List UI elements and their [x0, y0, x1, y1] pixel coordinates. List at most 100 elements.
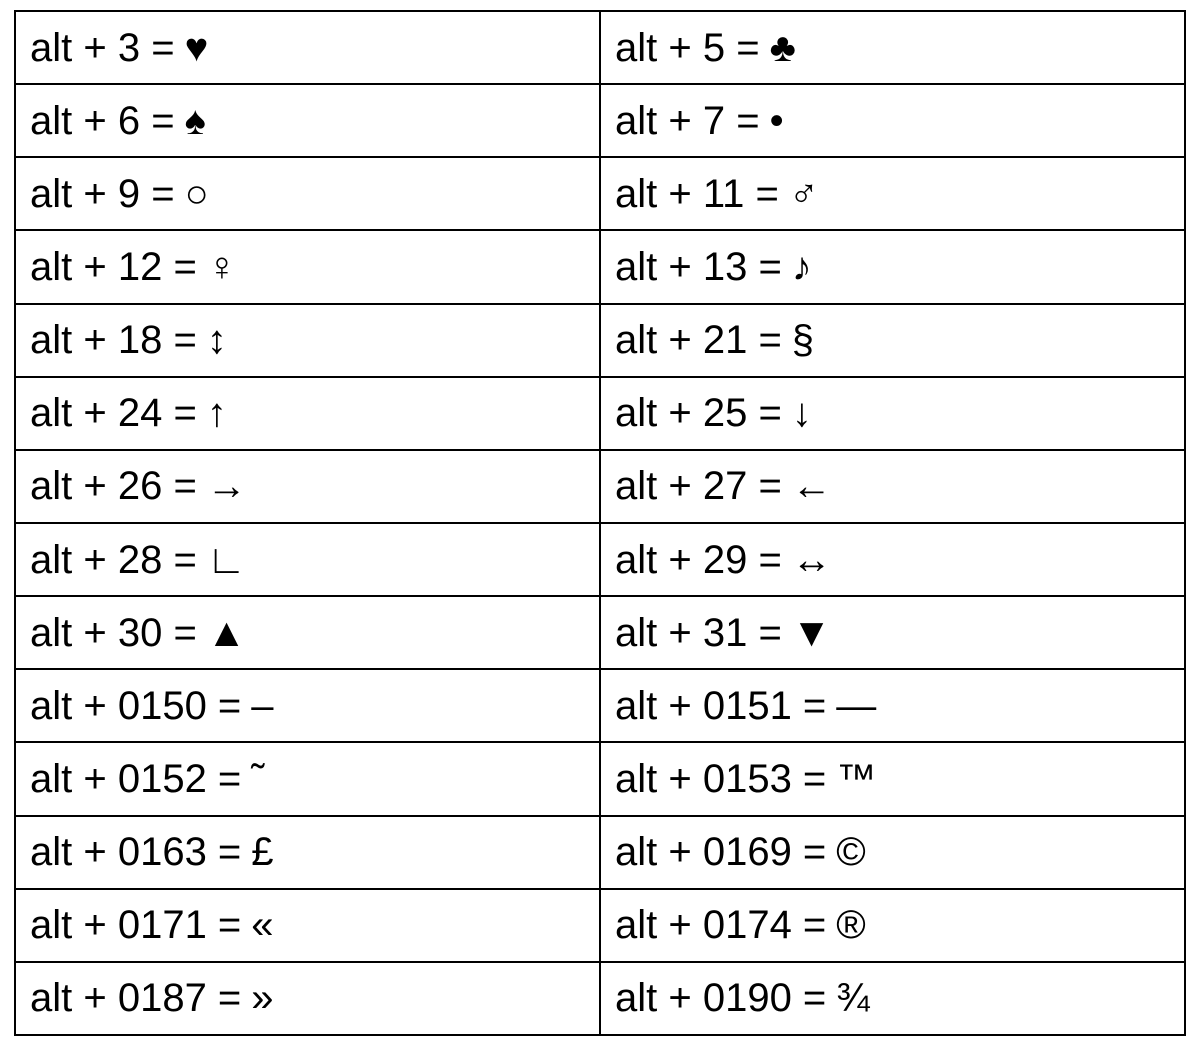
table-cell: alt + 7 = • [600, 84, 1185, 157]
alt-code-key: alt + 0174 = [615, 903, 826, 947]
alt-code-key: alt + 28 = [30, 538, 197, 582]
alt-code-key: alt + 0150 = [30, 684, 241, 728]
alt-code-key: alt + 29 = [615, 538, 782, 582]
alt-code-key: alt + 27 = [615, 464, 782, 508]
alt-codes-table: alt + 3 = ♥ alt + 5 = ♣ alt + 6 = ♠ [14, 10, 1186, 1036]
alt-code-key: alt + 0152 = [30, 757, 241, 801]
alt-code-symbol: ♀ [207, 245, 237, 289]
alt-code-key: alt + 24 = [30, 391, 197, 435]
table-cell: alt + 0187 = » [15, 962, 600, 1035]
alt-code-key: alt + 7 = [615, 99, 760, 143]
alt-code-key: alt + 6 = [30, 99, 175, 143]
table-cell: alt + 0163 = £ [15, 816, 600, 889]
alt-code-symbol: ↓ [792, 391, 812, 435]
table-row: alt + 18 = ↕ alt + 21 = § [15, 304, 1185, 377]
table-cell: alt + 29 = ↔ [600, 523, 1185, 596]
table-cell: alt + 0152 = ˜ [15, 742, 600, 815]
alt-code-symbol: ↕ [207, 318, 227, 362]
table-cell: alt + 12 = ♀ [15, 230, 600, 303]
alt-code-symbol: • [770, 99, 784, 143]
alt-code-symbol: £ [251, 830, 273, 874]
alt-code-key: alt + 26 = [30, 464, 197, 508]
table-cell: alt + 25 = ↓ [600, 377, 1185, 450]
table-cell: alt + 26 = → [15, 450, 600, 523]
table-row: alt + 9 = ○ alt + 11 = ♂ [15, 157, 1185, 230]
alt-code-key: alt + 12 = [30, 245, 197, 289]
alt-code-symbol: ▼ [792, 611, 832, 655]
table-cell: alt + 21 = § [600, 304, 1185, 377]
alt-code-key: alt + 3 = [30, 26, 175, 70]
alt-code-key: alt + 0187 = [30, 976, 241, 1020]
table-cell: alt + 24 = ↑ [15, 377, 600, 450]
alt-code-symbol: ○ [185, 172, 209, 216]
alt-code-key: alt + 5 = [615, 26, 760, 70]
alt-code-symbol: § [792, 318, 814, 362]
table-cell: alt + 0153 = ™ [600, 742, 1185, 815]
table-row: alt + 3 = ♥ alt + 5 = ♣ [15, 11, 1185, 84]
alt-code-key: alt + 9 = [30, 172, 175, 216]
table-cell: alt + 0151 = — [600, 669, 1185, 742]
alt-code-key: alt + 0163 = [30, 830, 241, 874]
table-cell: alt + 5 = ♣ [600, 11, 1185, 84]
alt-code-symbol: ♂ [789, 172, 819, 216]
alt-code-symbol: ˜ [251, 757, 264, 801]
alt-codes-tbody: alt + 3 = ♥ alt + 5 = ♣ alt + 6 = ♠ [15, 11, 1185, 1035]
table-row: alt + 0163 = £ alt + 0169 = © [15, 816, 1185, 889]
alt-code-key: alt + 11 = [615, 172, 779, 216]
alt-code-symbol: ↔ [792, 538, 832, 582]
table-cell: alt + 13 = ♪ [600, 230, 1185, 303]
alt-code-symbol: ¾ [836, 976, 869, 1020]
table-cell: alt + 0174 = ® [600, 889, 1185, 962]
table-cell: alt + 3 = ♥ [15, 11, 600, 84]
table-cell: alt + 6 = ♠ [15, 84, 600, 157]
table-row: alt + 30 = ▲ alt + 31 = ▼ [15, 596, 1185, 669]
table-cell: alt + 0169 = © [600, 816, 1185, 889]
alt-code-symbol: ∟ [207, 538, 246, 582]
alt-code-symbol: → [207, 464, 247, 508]
alt-code-symbol: © [836, 830, 865, 874]
table-row: alt + 0187 = » alt + 0190 = ¾ [15, 962, 1185, 1035]
alt-code-key: alt + 0190 = [615, 976, 826, 1020]
alt-code-symbol: » [251, 976, 273, 1020]
alt-code-symbol: « [251, 903, 273, 947]
table-cell: alt + 11 = ♂ [600, 157, 1185, 230]
alt-code-key: alt + 25 = [615, 391, 782, 435]
alt-code-key: alt + 31 = [615, 611, 782, 655]
alt-code-symbol: – [251, 684, 273, 728]
alt-code-symbol: ← [792, 464, 832, 508]
alt-codes-sheet: alt + 3 = ♥ alt + 5 = ♣ alt + 6 = ♠ [0, 0, 1200, 1056]
table-row: alt + 28 = ∟ alt + 29 = ↔ [15, 523, 1185, 596]
table-row: alt + 24 = ↑ alt + 25 = ↓ [15, 377, 1185, 450]
alt-code-key: alt + 21 = [615, 318, 782, 362]
alt-code-key: alt + 0169 = [615, 830, 826, 874]
alt-code-symbol: ♠ [185, 99, 206, 143]
table-cell: alt + 0190 = ¾ [600, 962, 1185, 1035]
table-cell: alt + 0150 = – [15, 669, 600, 742]
table-cell: alt + 9 = ○ [15, 157, 600, 230]
table-cell: alt + 28 = ∟ [15, 523, 600, 596]
alt-code-symbol: ® [836, 903, 865, 947]
table-cell: alt + 27 = ← [600, 450, 1185, 523]
table-row: alt + 12 = ♀ alt + 13 = ♪ [15, 230, 1185, 303]
alt-code-key: alt + 13 = [615, 245, 782, 289]
table-row: alt + 0171 = « alt + 0174 = ® [15, 889, 1185, 962]
table-row: alt + 26 = → alt + 27 = ← [15, 450, 1185, 523]
alt-code-symbol: ♪ [792, 245, 812, 289]
table-cell: alt + 0171 = « [15, 889, 600, 962]
table-row: alt + 0152 = ˜ alt + 0153 = ™ [15, 742, 1185, 815]
alt-code-symbol: ↑ [207, 391, 227, 435]
alt-code-symbol: ™ [836, 757, 876, 801]
alt-code-key: alt + 0153 = [615, 757, 826, 801]
alt-code-symbol: ▲ [207, 611, 247, 655]
table-row: alt + 6 = ♠ alt + 7 = • [15, 84, 1185, 157]
table-cell: alt + 18 = ↕ [15, 304, 600, 377]
table-cell: alt + 31 = ▼ [600, 596, 1185, 669]
alt-code-key: alt + 0151 = [615, 684, 826, 728]
table-row: alt + 0150 = – alt + 0151 = — [15, 669, 1185, 742]
alt-code-key: alt + 0171 = [30, 903, 241, 947]
alt-code-symbol: — [836, 684, 876, 728]
alt-code-key: alt + 30 = [30, 611, 197, 655]
alt-code-symbol: ♥ [185, 26, 209, 70]
alt-code-key: alt + 18 = [30, 318, 197, 362]
alt-code-symbol: ♣ [770, 26, 796, 70]
